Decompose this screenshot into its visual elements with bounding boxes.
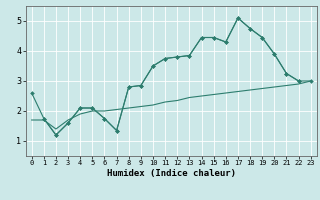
X-axis label: Humidex (Indice chaleur): Humidex (Indice chaleur) bbox=[107, 169, 236, 178]
